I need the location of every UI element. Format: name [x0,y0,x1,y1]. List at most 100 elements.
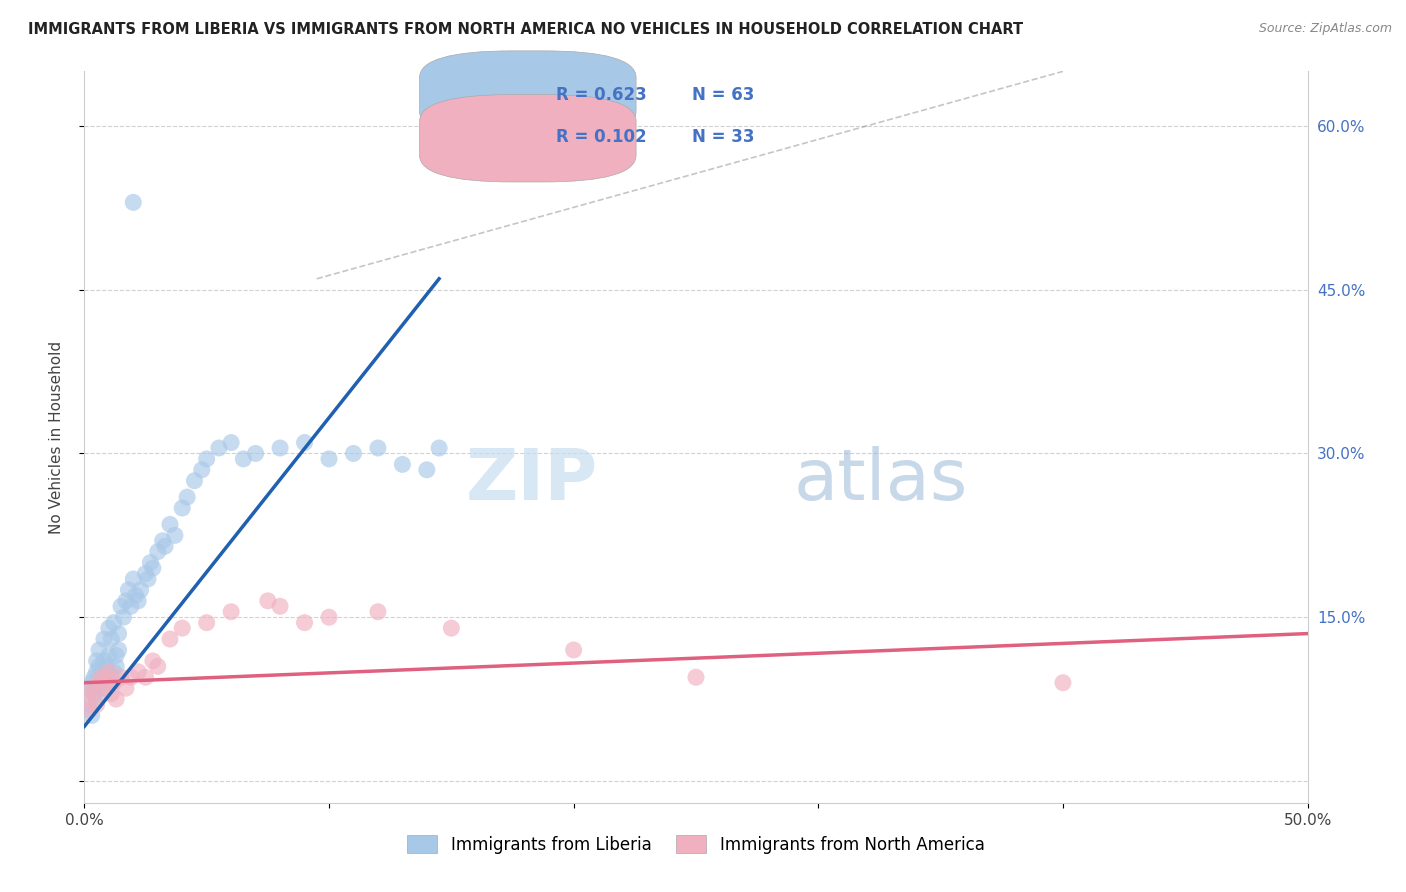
Text: Source: ZipAtlas.com: Source: ZipAtlas.com [1258,22,1392,36]
Text: N = 63: N = 63 [692,86,754,103]
Point [153,539,176,553]
Point [122,572,145,586]
Point [86,692,108,706]
Point [105,659,128,673]
Point [87,643,110,657]
Point [219,435,242,450]
Point [93,681,115,695]
Point [685,670,707,684]
Point [257,594,280,608]
Point [83,670,105,684]
Point [90,670,112,684]
Point [93,654,115,668]
Point [232,451,254,466]
Point [97,648,120,663]
Point [142,654,165,668]
Point [416,463,439,477]
Point [96,675,118,690]
Point [107,643,129,657]
Text: ZIP: ZIP [465,447,598,516]
Text: R = 0.623: R = 0.623 [555,86,647,103]
Text: IMMIGRANTS FROM LIBERIA VS IMMIGRANTS FROM NORTH AMERICA NO VEHICLES IN HOUSEHOL: IMMIGRANTS FROM LIBERIA VS IMMIGRANTS FR… [28,22,1024,37]
Point [87,675,110,690]
Point [440,621,463,635]
Point [76,681,98,695]
Point [115,681,138,695]
Point [117,582,139,597]
Point [110,670,132,684]
Point [115,594,138,608]
Point [80,675,103,690]
Point [219,605,242,619]
Point [135,566,157,581]
Y-axis label: No Vehicles in Household: No Vehicles in Household [49,341,63,533]
Point [195,451,218,466]
Text: atlas: atlas [794,447,969,516]
Point [105,692,128,706]
Point [129,582,152,597]
Point [97,665,120,679]
Point [80,681,103,695]
Point [1052,675,1074,690]
Point [120,670,142,684]
Point [294,615,316,630]
Point [139,556,162,570]
Point [142,561,165,575]
Point [342,446,364,460]
Point [135,670,157,684]
Point [159,632,181,646]
Point [146,545,169,559]
Point [110,599,132,614]
Point [93,632,115,646]
Point [77,698,100,712]
Point [103,665,125,679]
Point [120,599,142,614]
Text: R = 0.102: R = 0.102 [555,128,647,146]
Point [125,588,148,602]
Point [86,665,108,679]
Point [107,626,129,640]
Point [172,501,194,516]
Point [96,659,118,673]
Point [195,615,218,630]
Point [83,687,105,701]
Point [159,517,181,532]
Point [100,670,122,684]
Point [86,654,108,668]
Point [427,441,450,455]
Point [172,621,194,635]
Point [152,533,174,548]
Point [77,703,100,717]
Point [183,474,205,488]
Point [269,599,291,614]
Point [191,463,214,477]
Point [146,659,169,673]
Point [367,605,389,619]
Point [269,441,291,455]
Point [112,610,135,624]
Point [103,615,125,630]
Point [562,643,585,657]
Point [127,665,149,679]
FancyBboxPatch shape [419,95,636,182]
Point [163,528,186,542]
Point [367,441,389,455]
Point [122,195,145,210]
Point [87,659,110,673]
Point [245,446,267,460]
Point [76,692,98,706]
Point [105,648,128,663]
Legend: Immigrants from Liberia, Immigrants from North America: Immigrants from Liberia, Immigrants from… [401,829,991,860]
Point [318,451,340,466]
FancyBboxPatch shape [419,51,636,138]
Point [100,687,122,701]
Text: N = 33: N = 33 [692,128,754,146]
Point [86,698,108,712]
Point [100,632,122,646]
Point [90,681,112,695]
Point [318,610,340,624]
Point [136,572,159,586]
Point [127,594,149,608]
Point [103,675,125,690]
Point [176,490,198,504]
